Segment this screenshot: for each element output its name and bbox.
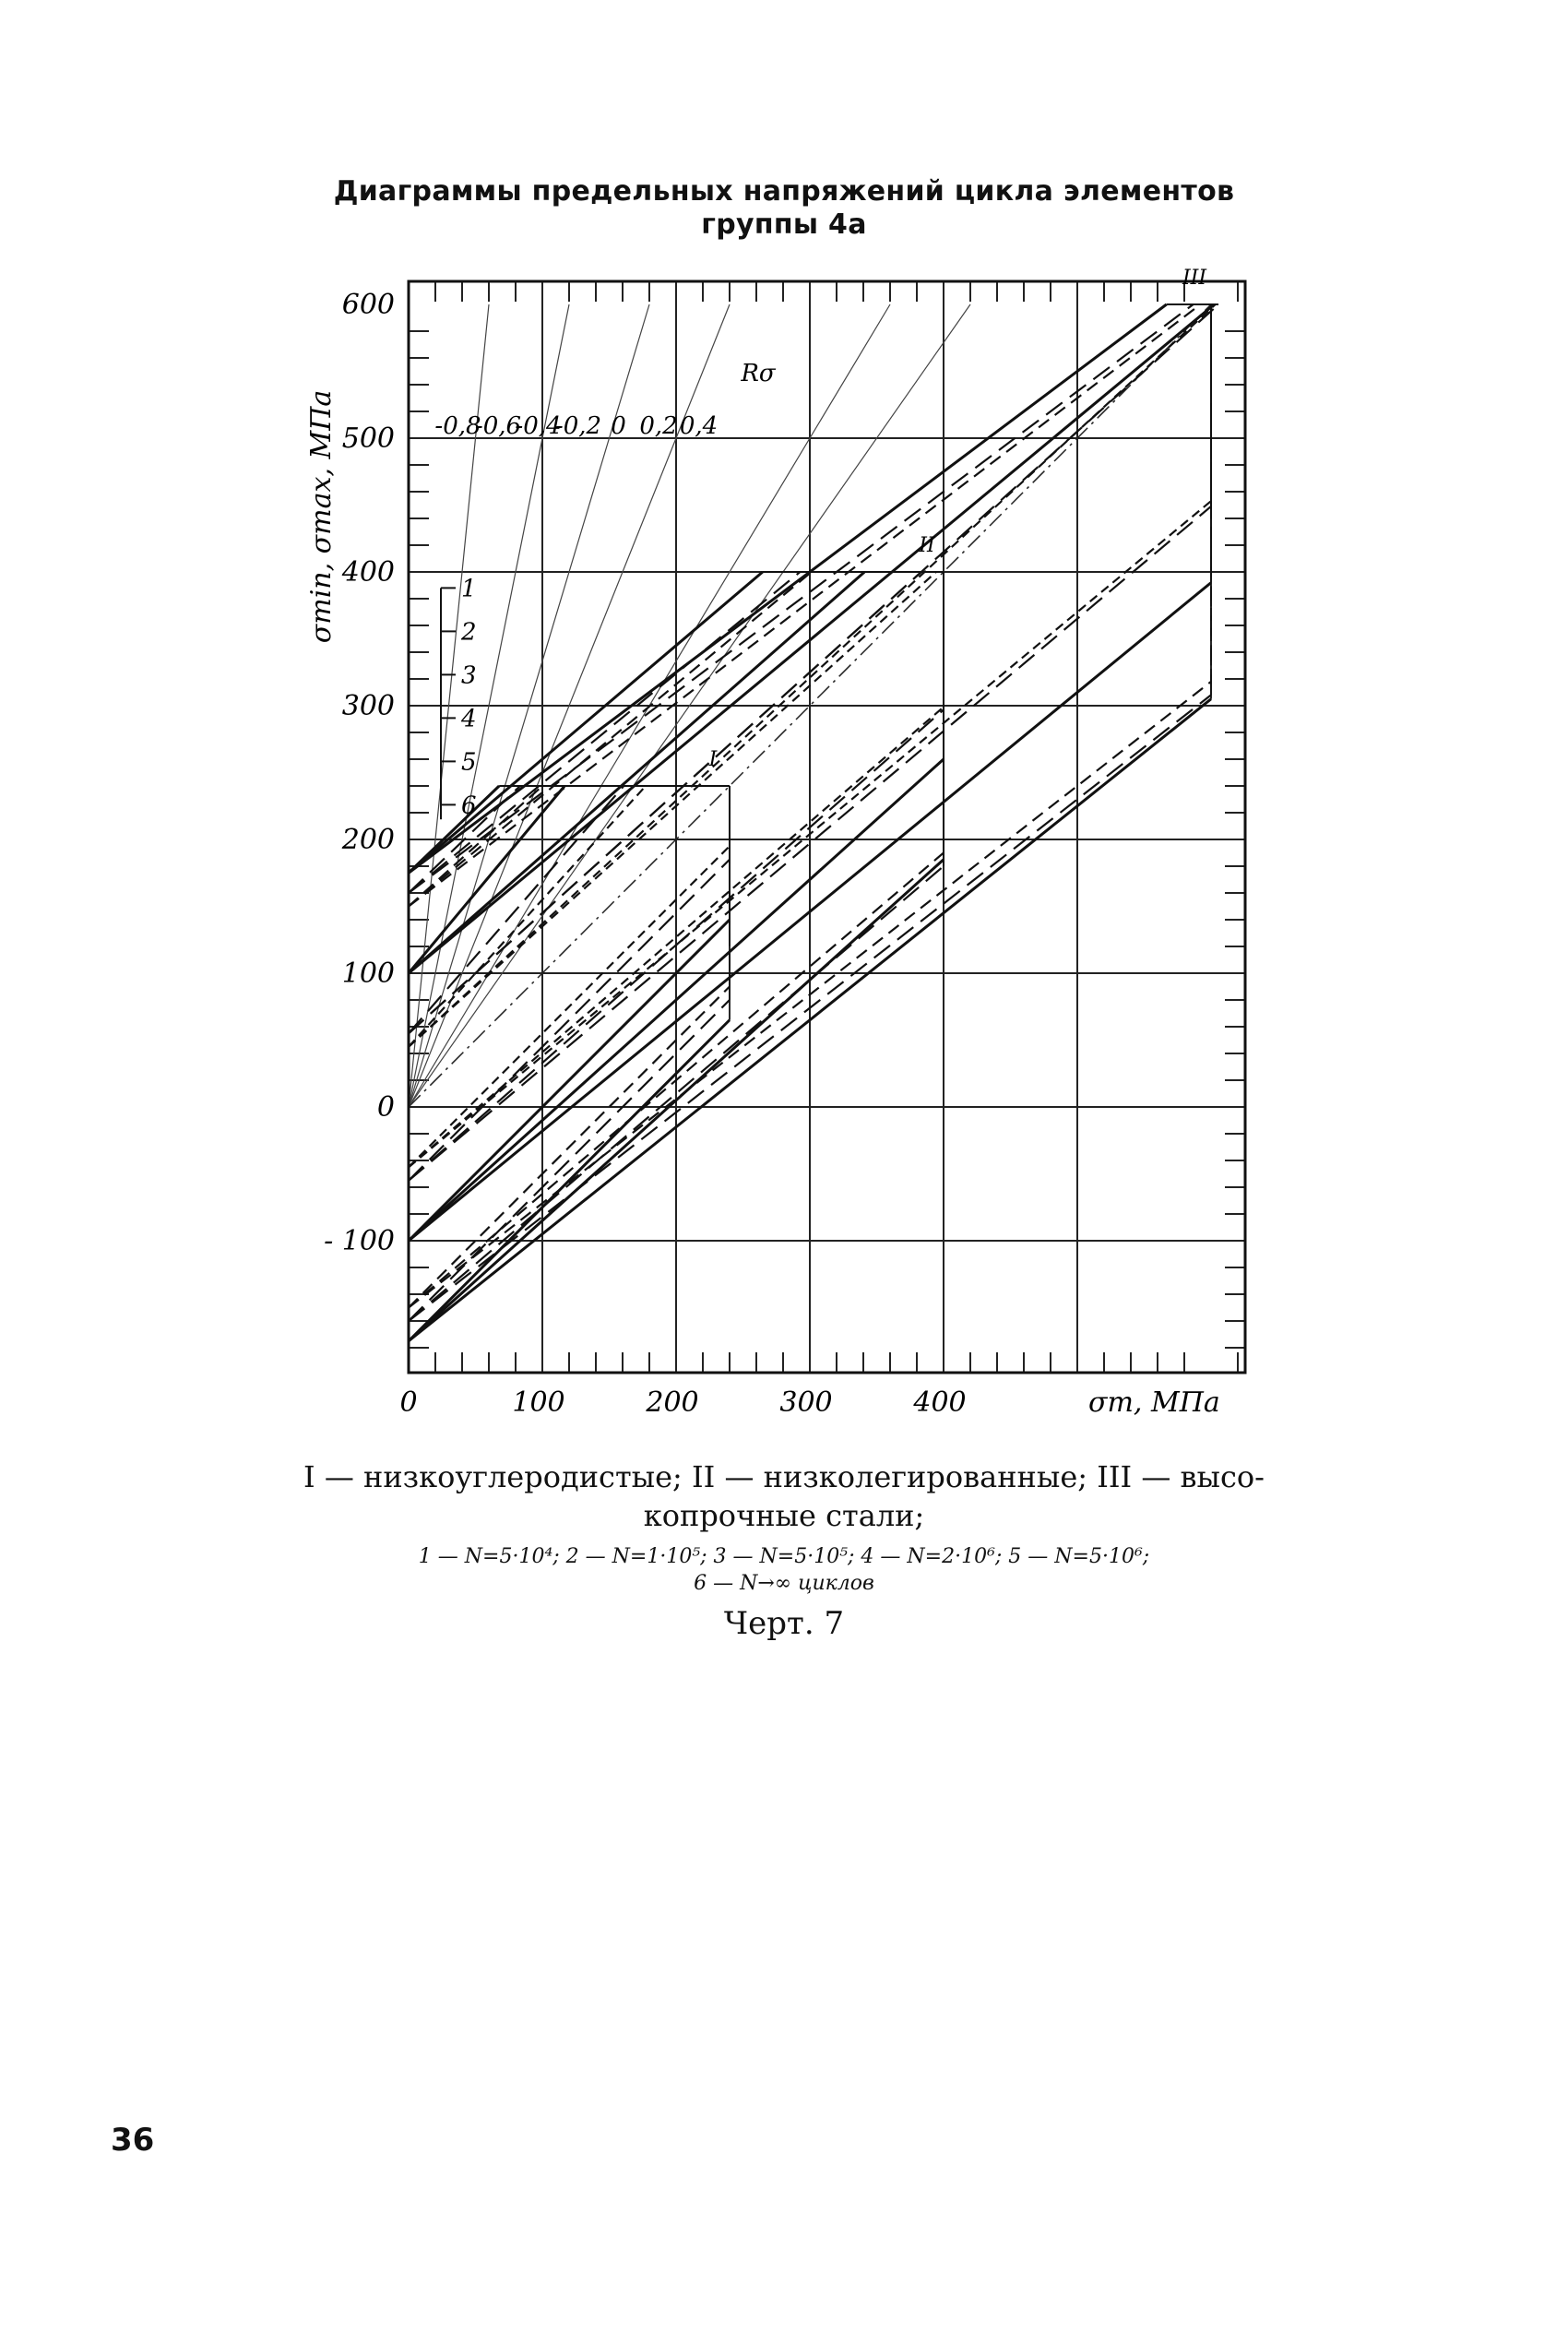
legend-materials-line-1: I — низкоуглеродистые; II — низколегиров…: [303, 1459, 1265, 1494]
series-max-line: [408, 303, 1194, 894]
series-max-line: [408, 785, 647, 1048]
series-min-line: [408, 697, 1212, 1342]
series-max-line: [408, 785, 625, 1034]
series-max-line: [408, 303, 1168, 874]
series-min-line: [408, 694, 1212, 1322]
figure-caption: Черт. 7: [723, 1605, 845, 1642]
series-max-line: [408, 570, 866, 975]
x-tick-label: 100: [512, 1386, 564, 1419]
x-tick-label: 0: [399, 1386, 417, 1419]
x-tick-label: 300: [779, 1386, 832, 1419]
plot-frame: [407, 280, 1247, 1374]
page-number: 36: [111, 2122, 155, 2159]
x-tick-label: 200: [645, 1386, 698, 1419]
series-max-line: [408, 571, 802, 894]
legend-cycles-line-1: 1 — N=5·10⁴; 2 — N=1·10⁵; 3 — N=5·10⁵; 4…: [418, 1545, 1150, 1568]
series-max-line: [408, 571, 937, 1048]
material-label: I: [708, 748, 719, 771]
curve-number-label: 5: [461, 748, 477, 776]
y-axis-label: σmin, σmax, МПа: [305, 390, 338, 643]
r-scale-tick-label: -0,4: [515, 412, 561, 440]
x-tick-label: 400: [912, 1386, 966, 1419]
plot-border: [407, 280, 1247, 1374]
material-label: II: [918, 534, 936, 557]
material-label: III: [1182, 267, 1207, 290]
r-scale-tick-label: -0,2: [555, 412, 601, 440]
y-tick-label: 0: [377, 1091, 395, 1124]
series-min-line: [407, 1018, 731, 1342]
r-scale-tick-label: 0,4: [680, 412, 718, 440]
y-tick-label: 400: [341, 556, 395, 589]
series-max-line: [408, 571, 813, 908]
reference-lines: [408, 303, 1212, 1108]
r-scale-tick-label: -0,6: [475, 412, 521, 440]
r-ray-line: [408, 303, 490, 1108]
chart-title-line-2: группы 4а: [701, 208, 867, 241]
curve-number-label: 1: [461, 575, 477, 602]
grid-layer: [409, 281, 1245, 1373]
series-max-line: [408, 303, 1219, 1035]
series-min-line: [408, 500, 1212, 1169]
y-tick-label: 500: [342, 422, 395, 455]
series-min-line: [408, 985, 731, 1309]
curve-number-label: 3: [461, 661, 477, 689]
r-ray-line: [408, 303, 731, 1108]
y-tick-label: - 100: [324, 1225, 395, 1257]
series-max-line: [408, 785, 543, 908]
series-max-line: [408, 303, 1202, 908]
y-tick-label: 300: [342, 690, 395, 722]
series-min-line: [407, 918, 731, 1243]
series-min-line: [408, 858, 731, 1182]
x-axis-label: σm, МПа: [1088, 1386, 1220, 1419]
r-ray-line: [408, 303, 971, 1108]
y-tick-label: 100: [342, 958, 395, 990]
series-max-line: [408, 570, 764, 874]
legend-cycles-line-2: 6 — N→∞ циклов: [694, 1572, 874, 1595]
series-max-line: [408, 303, 1217, 1048]
series-min-line: [408, 681, 1212, 1309]
series-min-line: [408, 845, 731, 1169]
legend-materials-line-2: копрочные стали;: [643, 1498, 925, 1533]
r-ray-line: [408, 303, 650, 1108]
r-scale-tick-label: 0,2: [639, 412, 677, 440]
series-min-line: [408, 999, 731, 1322]
series-min-line: [408, 506, 1212, 1182]
series-layer: [407, 303, 1219, 1342]
material-group: [407, 784, 731, 1342]
curve-number-label: 4: [460, 705, 477, 732]
series-min-line: [408, 581, 1212, 1243]
curve-number-label: 6: [461, 791, 477, 819]
curve-number-label: 2: [460, 618, 477, 646]
r-scale-tick-label: 0: [611, 412, 626, 440]
chart-title-line-1: Диаграммы предельных напряжений цикла эл…: [333, 175, 1235, 208]
reference-line-mean: [408, 303, 1212, 1108]
y-tick-label: 200: [341, 824, 395, 856]
series-min-line: [407, 858, 945, 1342]
series-max-line: [407, 785, 566, 974]
r-scale-label: Rσ: [740, 360, 777, 387]
y-tick-label: 600: [342, 289, 395, 321]
series-max-line: [408, 303, 1216, 975]
r-scale-tick-label: -0,8: [434, 412, 481, 440]
material-group: [408, 303, 1219, 1342]
series-min-line: [408, 851, 944, 1309]
r-ray-line: [408, 303, 570, 1108]
series-min-line: [407, 757, 945, 1243]
